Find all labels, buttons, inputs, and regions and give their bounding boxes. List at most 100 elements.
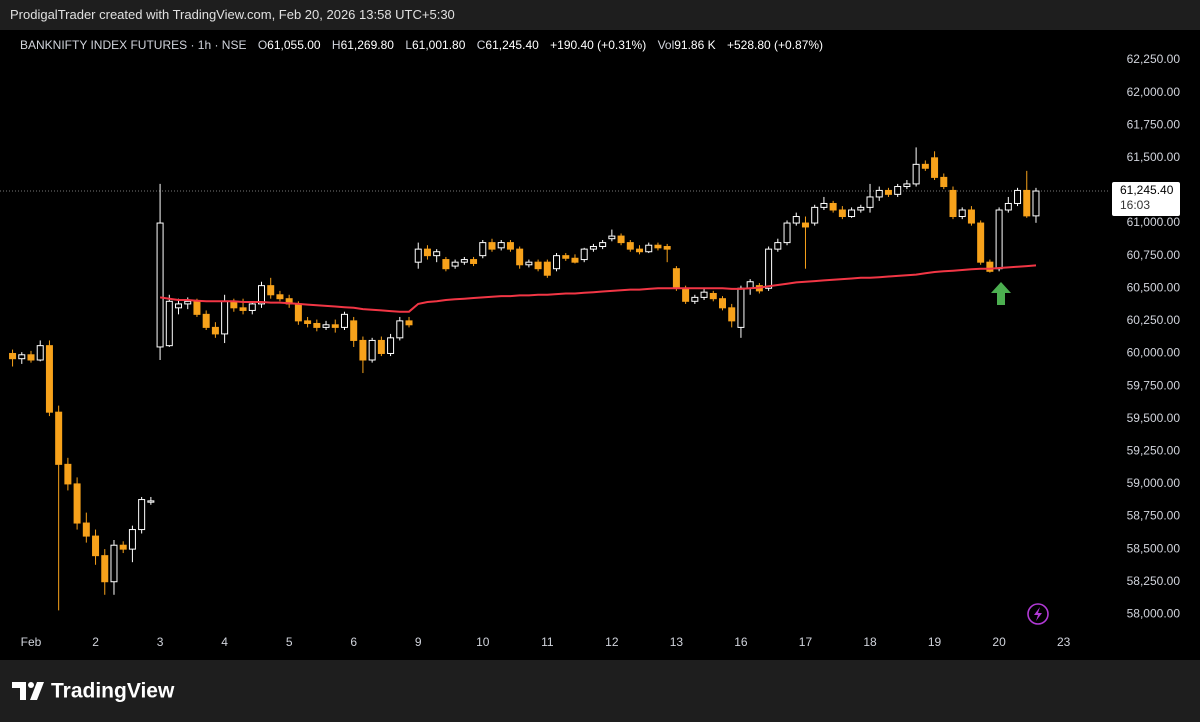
y-tick-label: 60,000.00	[1127, 346, 1181, 360]
high-key: H	[331, 38, 341, 52]
candle-body	[479, 242, 487, 257]
candle-body	[765, 248, 773, 289]
candle-body	[663, 246, 671, 250]
vol-change: +528.80 (+0.87%)	[726, 38, 824, 52]
candle-body	[73, 483, 81, 524]
candle-body	[442, 259, 450, 270]
candle-body	[848, 209, 856, 218]
y-tick-label: 60,500.00	[1127, 280, 1181, 294]
x-tick-label: 12	[605, 635, 619, 649]
close-key: C	[476, 38, 486, 52]
candle-body	[719, 298, 726, 309]
open-value: 61,055.00	[267, 38, 321, 52]
vol-key: Vol	[657, 38, 675, 52]
candle-body	[921, 163, 929, 169]
x-tick-label: 23	[1057, 635, 1071, 649]
candle-body	[562, 255, 570, 259]
candle-body	[903, 183, 911, 188]
up-arrow	[991, 282, 1011, 305]
y-tick-label: 62,000.00	[1127, 85, 1181, 99]
candle-body	[138, 499, 146, 531]
candle-body	[672, 268, 680, 289]
x-tick-label: 9	[415, 635, 422, 649]
x-tick-label: 18	[863, 635, 877, 649]
close-value: 61,245.40	[485, 38, 539, 52]
candle-body	[313, 322, 321, 328]
candle-body	[221, 300, 229, 335]
candle-body	[322, 324, 330, 328]
candle-body	[801, 222, 809, 228]
candle-body	[912, 163, 920, 185]
candle-body	[175, 303, 183, 309]
candle-body	[267, 285, 275, 296]
footer-text: TradingView	[51, 680, 175, 703]
candle-body	[875, 189, 883, 198]
candle-body	[387, 337, 395, 354]
y-tick-label: 61,750.00	[1127, 117, 1181, 131]
candle-body	[202, 313, 210, 328]
candle-body	[986, 261, 994, 272]
candle-body	[792, 216, 800, 224]
candle-body	[147, 500, 155, 503]
x-tick-label: 3	[157, 635, 164, 649]
candle-body	[774, 242, 782, 250]
y-tick-label: 58,750.00	[1127, 509, 1181, 523]
candle-body	[838, 209, 846, 218]
y-tick-label: 58,250.00	[1127, 574, 1181, 588]
candle-body	[645, 244, 653, 253]
candle-body	[682, 287, 690, 302]
open-key: O	[257, 38, 268, 52]
logo-mark-1	[12, 682, 26, 700]
candle-body	[405, 320, 413, 326]
icon-bolt	[1034, 607, 1042, 621]
moving-average	[159, 264, 1037, 313]
last-price-label: 61,245.40	[1120, 183, 1174, 197]
chart: 58,000.00 58,250.00 58,500.00 58,750.00 59,0…	[0, 52, 1181, 649]
candle-body	[977, 222, 985, 263]
candle-body	[931, 157, 939, 178]
legend: BANKNIFTY INDEX FUTURES · 1h · NSE O61,0…	[20, 38, 823, 52]
candle-body	[64, 463, 72, 485]
candle-body	[811, 206, 819, 224]
candle-body	[995, 209, 1003, 270]
x-tick-label: 11	[541, 635, 554, 649]
y-tick-label: 62,250.00	[1127, 52, 1181, 66]
candle-body	[304, 320, 312, 324]
vol-value: 91.86 K	[674, 38, 716, 52]
logo-mark-2	[28, 682, 34, 688]
candle-body	[1004, 202, 1012, 211]
y-tick-label: 59,000.00	[1127, 476, 1181, 490]
candle-body	[258, 285, 265, 305]
x-tick-label: 10	[476, 635, 490, 649]
y-tick-label: 58,000.00	[1127, 607, 1181, 621]
candle-body	[119, 544, 127, 550]
candle-body	[866, 196, 874, 208]
candle-body	[92, 535, 100, 557]
candle-body	[211, 326, 219, 335]
candle-body	[516, 248, 524, 266]
candle-body	[608, 235, 616, 240]
candle-body	[248, 303, 256, 311]
header-text: ProdigalTrader created with TradingView.…	[10, 7, 455, 22]
candle-body	[396, 320, 404, 339]
last-price-box	[1112, 182, 1180, 217]
candle-body	[497, 242, 505, 249]
candle-body	[340, 313, 348, 328]
candle-body	[857, 206, 865, 211]
low-key: L	[405, 38, 412, 52]
x-tick-label: 5	[286, 635, 293, 649]
candle-body	[110, 544, 118, 583]
high-value: 61,269.80	[340, 38, 394, 52]
candle-body	[691, 296, 699, 302]
candle-body	[82, 522, 90, 537]
candle-body	[700, 291, 708, 298]
candle-body	[9, 352, 17, 360]
candle-body	[101, 555, 109, 583]
candle-body	[18, 354, 26, 360]
x-tick-label: 17	[799, 635, 813, 649]
candle-body	[580, 248, 588, 261]
candle-body	[368, 339, 376, 361]
candle-body	[488, 242, 496, 250]
candle-body	[423, 248, 431, 257]
